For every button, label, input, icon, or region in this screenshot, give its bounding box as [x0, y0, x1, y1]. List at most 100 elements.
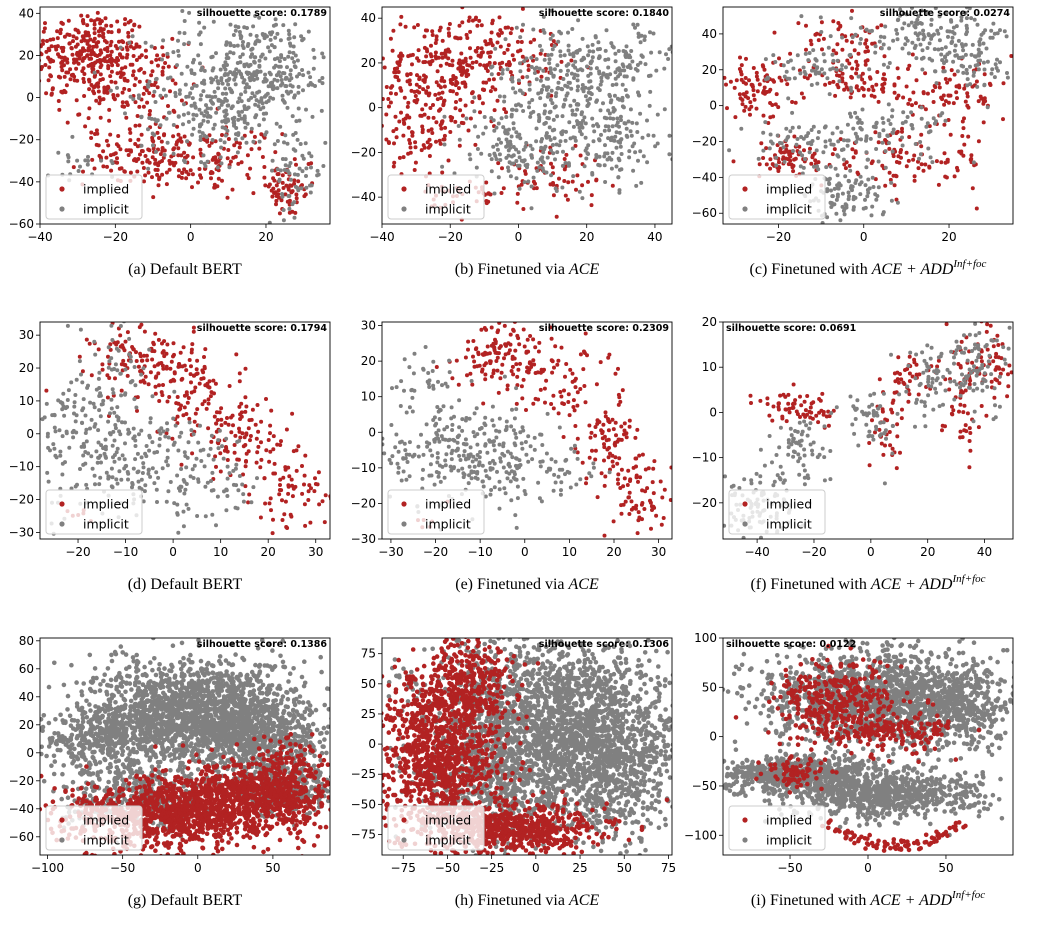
point-implied — [390, 48, 395, 53]
point-implicit — [107, 317, 111, 321]
point-implicit — [539, 139, 544, 144]
point-implied — [412, 168, 417, 172]
point-implied — [98, 65, 103, 70]
point-implicit — [257, 39, 262, 44]
point-implicit — [895, 37, 900, 42]
point-implicit — [224, 508, 229, 513]
point-implied — [207, 385, 212, 390]
point-implied — [374, 118, 378, 122]
point-implied — [83, 124, 88, 129]
point-implicit — [547, 61, 552, 66]
point-implicit — [160, 466, 165, 471]
point-implied — [478, 110, 482, 115]
point-implied — [117, 39, 121, 44]
x-tick-label: −20 — [766, 230, 791, 244]
point-implied — [306, 489, 311, 494]
point-implicit — [487, 476, 492, 481]
point-implicit — [553, 94, 558, 99]
point-implied — [562, 388, 566, 393]
point-implicit — [602, 154, 607, 159]
point-implied — [101, 149, 106, 154]
point-implicit — [236, 488, 241, 493]
point-implicit — [551, 151, 556, 156]
point-implicit — [541, 84, 546, 88]
point-implicit — [639, 180, 644, 185]
point-implied — [182, 134, 187, 139]
point-implicit — [823, 144, 828, 149]
point-implicit — [460, 466, 465, 471]
point-implied — [458, 97, 463, 102]
point-implied — [188, 168, 193, 173]
point-implied — [603, 410, 608, 415]
point-implicit — [214, 51, 218, 56]
point-implicit — [589, 92, 594, 97]
point-implicit — [596, 56, 601, 61]
point-implicit — [845, 143, 850, 148]
point-implied — [176, 364, 181, 369]
point-implied — [201, 376, 206, 381]
point-implicit — [181, 112, 186, 117]
point-implicit — [624, 51, 629, 56]
point-implicit — [46, 479, 51, 484]
point-implicit — [275, 56, 280, 61]
point-implied — [254, 460, 259, 465]
point-implicit — [156, 475, 161, 480]
point-implicit — [232, 77, 237, 82]
point-implicit — [389, 423, 394, 427]
point-implicit — [157, 437, 162, 441]
point-implicit — [296, 84, 301, 89]
point-implicit — [632, 141, 637, 146]
point-implicit — [529, 55, 534, 60]
point-implied — [117, 52, 122, 57]
point-implicit — [556, 80, 561, 85]
point-implied — [139, 132, 144, 137]
point-implied — [882, 72, 886, 77]
point-implied — [912, 153, 917, 158]
point-implicit — [191, 476, 196, 480]
point-implicit — [534, 57, 539, 62]
point-implicit — [45, 470, 50, 475]
point-implicit — [645, 160, 650, 165]
point-implied — [805, 76, 810, 81]
point-implied — [271, 447, 276, 452]
point-implied — [136, 137, 141, 142]
point-implied — [203, 383, 208, 388]
point-implicit — [942, 69, 947, 74]
point-implicit — [975, 22, 980, 27]
point-implicit — [914, 56, 919, 61]
subfigure-caption: (a) Default BERT — [128, 261, 242, 278]
point-implicit — [275, 86, 280, 91]
point-implicit — [300, 169, 305, 174]
point-implicit — [608, 100, 613, 105]
point-implicit — [502, 374, 507, 379]
point-implied — [566, 180, 571, 185]
point-implied — [65, 120, 70, 125]
point-implicit — [56, 150, 61, 155]
point-implicit — [681, 65, 685, 69]
point-implicit — [499, 140, 503, 145]
point-implied — [480, 50, 485, 55]
point-implied — [637, 515, 642, 520]
point-implied — [136, 364, 141, 369]
point-implicit — [864, 136, 869, 141]
point-implicit — [922, 35, 927, 39]
point-implicit — [200, 131, 205, 136]
point-implied — [658, 479, 663, 484]
point-implied — [831, 19, 836, 24]
point-implied — [185, 153, 190, 158]
point-implicit — [320, 76, 325, 80]
point-implicit — [319, 108, 324, 113]
point-implicit — [199, 459, 204, 463]
point-implicit — [435, 455, 440, 460]
point-implicit — [196, 479, 201, 484]
point-implied — [946, 118, 951, 122]
point-implicit — [492, 448, 497, 453]
point-implicit — [253, 55, 258, 60]
point-implicit — [81, 397, 86, 402]
point-implicit — [648, 30, 652, 35]
point-implied — [982, 96, 987, 101]
point-implicit — [442, 142, 447, 147]
point-implied — [488, 89, 493, 94]
point-implied — [340, 130, 344, 134]
